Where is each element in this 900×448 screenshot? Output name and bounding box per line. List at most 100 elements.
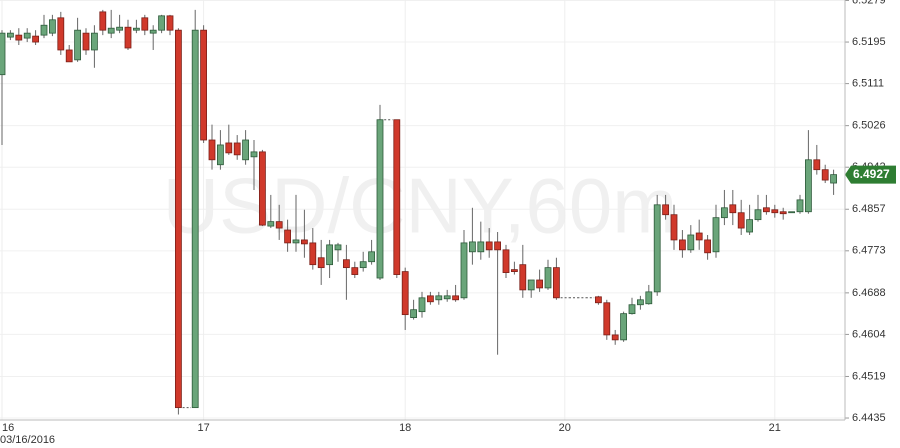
candle-body xyxy=(300,239,308,245)
y-tick-label: 6.4773 xyxy=(852,245,886,257)
candle-body xyxy=(99,11,107,31)
candle-body xyxy=(124,26,132,49)
y-tick-label: 6.5026 xyxy=(852,120,886,132)
candle-body xyxy=(485,241,493,251)
candle-body xyxy=(216,144,224,166)
candle-body xyxy=(275,221,283,229)
price-tag-box xyxy=(845,165,896,184)
candle-body xyxy=(32,35,39,43)
candle-body xyxy=(821,169,829,181)
candle-body xyxy=(737,212,745,229)
candle-body xyxy=(174,29,182,409)
candle-body xyxy=(679,239,686,251)
candle-body xyxy=(23,32,31,39)
x-tick-label: 20 xyxy=(559,422,571,434)
candle-body xyxy=(754,209,762,221)
candle-body xyxy=(267,221,275,227)
y-tick-label: 6.5195 xyxy=(852,36,886,48)
candle-body xyxy=(796,199,804,213)
candle-body xyxy=(317,257,325,269)
candle-body xyxy=(771,209,779,214)
candle-body xyxy=(57,17,65,51)
candle-body xyxy=(40,24,48,36)
candle-body xyxy=(258,151,266,226)
candle-body xyxy=(250,151,258,158)
candle-body xyxy=(65,49,73,63)
candle-body xyxy=(527,279,535,291)
candle-body xyxy=(502,249,510,273)
candle-body xyxy=(460,242,468,299)
candle-body xyxy=(91,32,98,51)
candle-body xyxy=(477,241,485,253)
candle-body xyxy=(359,261,367,269)
candle-body xyxy=(426,295,434,303)
candle-body xyxy=(435,295,443,301)
x-tick-label: 16 xyxy=(2,422,14,434)
candle-body xyxy=(603,302,611,336)
price-tag: 6.4927 xyxy=(853,167,890,181)
candle-body xyxy=(107,27,115,34)
candle-body xyxy=(410,309,418,318)
candle-body xyxy=(401,271,409,316)
candle-body xyxy=(468,241,476,253)
y-tick-label: 6.5279 xyxy=(852,0,886,6)
candle-body xyxy=(284,229,292,244)
candle-body xyxy=(712,217,720,253)
candle-body xyxy=(779,211,787,215)
candle-body xyxy=(292,239,300,244)
candle-body xyxy=(687,234,695,251)
candle-body xyxy=(326,244,334,266)
candle-body xyxy=(116,26,123,31)
candle-body xyxy=(208,139,216,161)
candle-body xyxy=(49,19,56,34)
candle-body xyxy=(813,159,821,171)
candle-body xyxy=(74,29,81,61)
candle-body xyxy=(553,267,560,299)
y-tick-label: 6.4435 xyxy=(852,412,886,424)
x-tick-label: 21 xyxy=(769,422,781,434)
candle-body xyxy=(510,269,518,272)
candle-body xyxy=(721,207,728,219)
candle-body xyxy=(637,299,644,306)
candle-body xyxy=(15,34,23,41)
candle-body xyxy=(418,297,426,313)
candle-body xyxy=(0,32,6,76)
y-tick-label: 6.4857 xyxy=(852,203,886,215)
y-tick-label: 6.4604 xyxy=(852,328,886,340)
candle-body xyxy=(166,15,174,31)
y-tick-label: 6.4519 xyxy=(852,370,886,382)
watermark: USD/CNY,60m xyxy=(163,162,677,250)
candle-body xyxy=(519,264,527,291)
candle-body xyxy=(141,17,149,31)
candle-body xyxy=(695,232,703,241)
x-tick-label: 17 xyxy=(197,422,209,434)
candle-body xyxy=(788,211,795,214)
y-tick-label: 6.5111 xyxy=(852,78,884,90)
candle-body xyxy=(342,259,350,269)
candle-body xyxy=(200,29,208,141)
candle-body xyxy=(368,251,376,263)
candle-body xyxy=(595,296,602,304)
candle-body xyxy=(351,267,359,275)
candle-body xyxy=(653,204,661,293)
candle-body xyxy=(729,204,737,214)
candle-body xyxy=(376,119,384,279)
candle-body xyxy=(452,295,460,301)
candle-body xyxy=(620,313,627,341)
candle-body xyxy=(645,291,653,305)
candle-body xyxy=(82,32,90,51)
candle-body xyxy=(233,142,241,156)
candle-body xyxy=(544,267,552,289)
candle-body xyxy=(191,29,199,409)
candle-body xyxy=(536,279,543,289)
candle-body xyxy=(7,32,14,38)
candle-body xyxy=(746,219,753,233)
candle-body xyxy=(225,142,233,154)
candle-body xyxy=(132,27,140,31)
candle-body xyxy=(393,119,401,275)
candle-body xyxy=(805,159,812,213)
candle-body xyxy=(670,214,678,241)
candle-body xyxy=(611,334,619,341)
